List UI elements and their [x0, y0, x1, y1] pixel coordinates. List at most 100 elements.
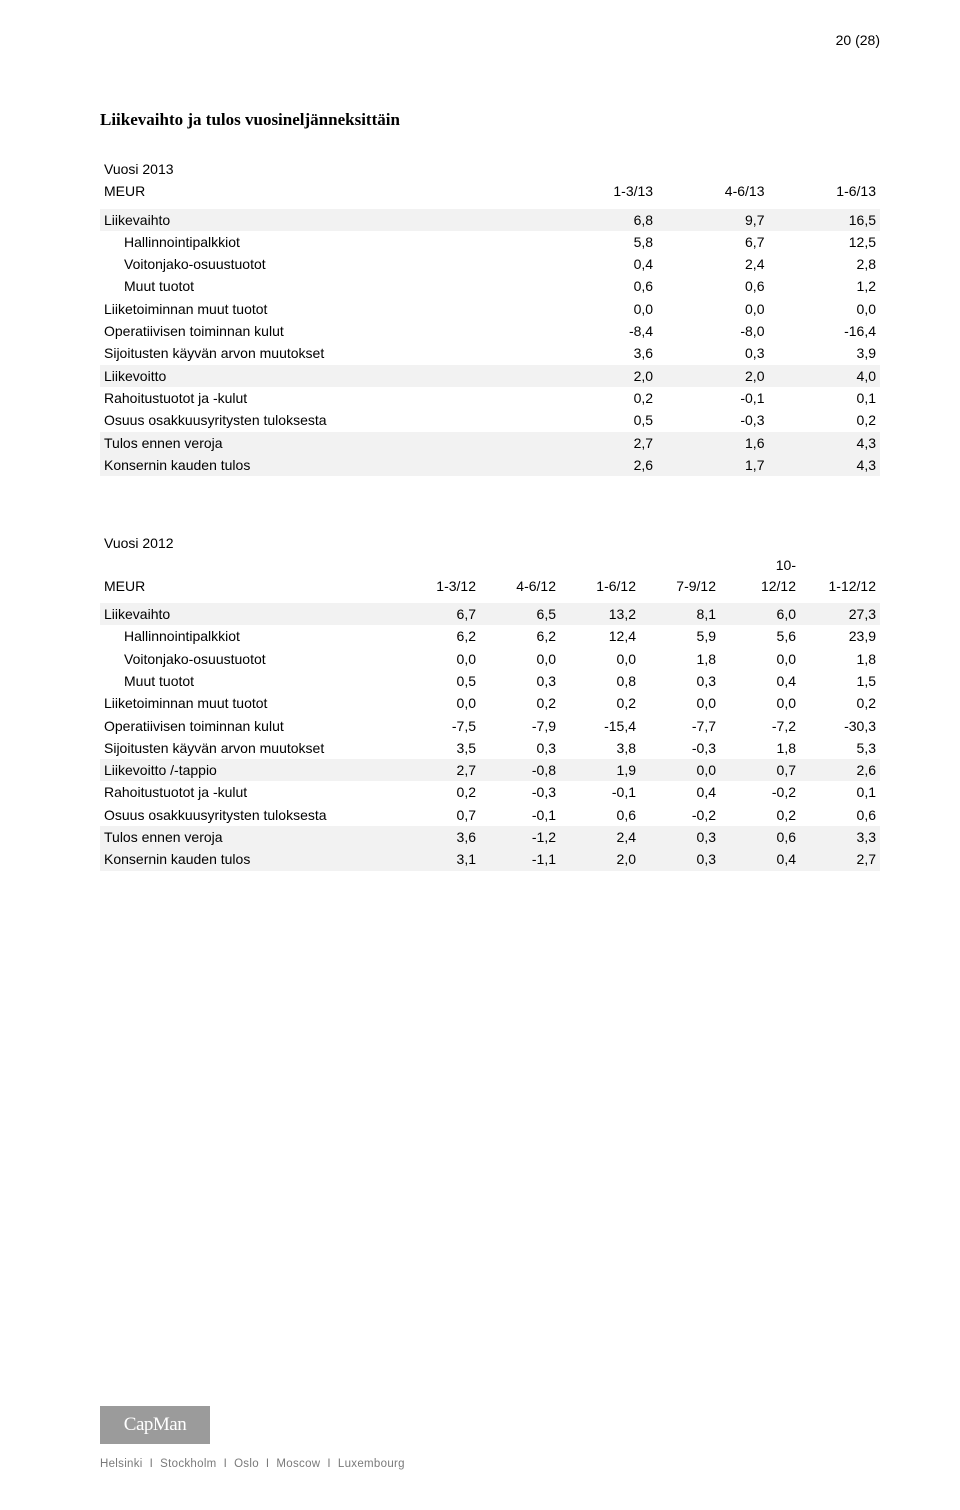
row-value: 3,3: [800, 826, 880, 848]
row-value: 3,6: [400, 826, 480, 848]
row-value: 0,6: [546, 275, 657, 297]
row-value: -7,2: [720, 715, 800, 737]
row-value: 0,4: [720, 670, 800, 692]
table-row: Rahoitustuotot ja -kulut0,2-0,3-0,10,4-0…: [100, 781, 880, 803]
row-value: 1,8: [720, 737, 800, 759]
column-header: 1-6/13: [768, 180, 880, 202]
table-row: Osuus osakkuusyritysten tuloksesta0,7 -0,…: [100, 804, 880, 826]
row-label: Osuus osakkuusyritysten tuloksesta: [100, 804, 400, 826]
row-value: 2,7: [400, 759, 480, 781]
row-value: -16,4: [768, 320, 880, 342]
meur-label: MEUR: [100, 180, 546, 202]
row-value: 0,0: [560, 648, 640, 670]
row-value: 13,2: [560, 603, 640, 625]
row-value: -15,4: [560, 715, 640, 737]
table-row: Sijoitusten käyvän arvon muutokset3,50,3…: [100, 737, 880, 759]
row-value: -0,1: [657, 387, 768, 409]
row-label: Liiketoiminnan muut tuotot: [100, 692, 400, 714]
row-label: Konsernin kauden tulos: [100, 848, 400, 870]
row-value: 0,0: [768, 298, 880, 320]
row-value: 2,0: [546, 365, 657, 387]
row-value: 1,8: [640, 648, 720, 670]
table-row: Tulos ennen veroja3,6-1,22,40,30,63,3: [100, 826, 880, 848]
row-label: Muut tuotot: [100, 670, 400, 692]
table-row: Konsernin kauden tulos3,1-1,12,00,30,42,…: [100, 848, 880, 870]
table-year-label: Vuosi 2012: [100, 532, 880, 554]
page-number: 20 (28): [836, 32, 880, 48]
row-value: 4,3: [768, 432, 880, 454]
row-value: 2,7: [546, 432, 657, 454]
row-value: -1,2: [480, 826, 560, 848]
table-row: Hallinnointipalkkiot6,26,212,45,95,623,9: [100, 625, 880, 647]
row-value: 0,4: [720, 848, 800, 870]
row-value: 0,7: [720, 759, 800, 781]
row-value: 2,4: [560, 826, 640, 848]
row-value: 0,6: [657, 275, 768, 297]
row-label: Rahoitustuotot ja -kulut: [100, 387, 546, 409]
row-value: -7,5: [400, 715, 480, 737]
row-label: Tulos ennen veroja: [100, 432, 546, 454]
row-label: Osuus osakkuusyritysten tuloksesta: [100, 409, 546, 431]
table-row: Liikevaihto6,76,513,28,16,027,3: [100, 603, 880, 625]
row-value: 0,1: [800, 781, 880, 803]
column-header: 4-6/12: [480, 554, 560, 597]
column-header: 7-9/12: [640, 554, 720, 597]
table-row: Muut tuotot0,60,61,2: [100, 275, 880, 297]
row-value: -8,0: [657, 320, 768, 342]
row-value: 6,5: [480, 603, 560, 625]
row-value: 3,1: [400, 848, 480, 870]
row-value: 0,3: [480, 670, 560, 692]
footer-city: Helsinki: [100, 1458, 143, 1470]
row-value: 0,2: [768, 409, 880, 431]
table-row: Voitonjako-osuustuotot0,42,42,8: [100, 253, 880, 275]
row-value: 0,6: [560, 804, 640, 826]
column-header: 1-6/12: [560, 554, 640, 597]
page-content: Liikevaihto ja tulos vuosineljänneksittä…: [0, 0, 960, 871]
row-value: 0,6: [720, 826, 800, 848]
row-label: Hallinnointipalkkiot: [100, 231, 546, 253]
table-row: Liikevaihto6,89,716,5: [100, 209, 880, 231]
row-value: -0,3: [480, 781, 560, 803]
column-header: 1-3/13: [546, 180, 657, 202]
page-footer: CapMan HelsinkiIStockholmIOsloIMoscowILu…: [100, 1406, 405, 1470]
row-value: 9,7: [657, 209, 768, 231]
row-value: 3,6: [546, 342, 657, 364]
table-row: Rahoitustuotot ja -kulut0,2-0,10,1: [100, 387, 880, 409]
row-label: Operatiivisen toiminnan kulut: [100, 320, 546, 342]
row-value: 0,2: [480, 692, 560, 714]
table-row: Liikevoitto2,02,04,0: [100, 365, 880, 387]
row-label: Liikevaihto: [100, 603, 400, 625]
row-value: -7,7: [640, 715, 720, 737]
table-row: Muut tuotot0,50,30,80,30,41,5: [100, 670, 880, 692]
table-row: Operatiivisen toiminnan kulut-8,4-8,0-16…: [100, 320, 880, 342]
row-value: -0,2: [720, 781, 800, 803]
row-value: 8,1: [640, 603, 720, 625]
row-value: 2,4: [657, 253, 768, 275]
row-value: 1,7: [657, 454, 768, 476]
row-value: 1,8: [800, 648, 880, 670]
column-header: 4-6/13: [657, 180, 768, 202]
row-label: Rahoitustuotot ja -kulut: [100, 781, 400, 803]
row-value: 2,0: [657, 365, 768, 387]
footer-city: Luxembourg: [338, 1458, 405, 1470]
row-value: 0,4: [640, 781, 720, 803]
footer-city: Moscow: [276, 1458, 320, 1470]
footer-cities: HelsinkiIStockholmIOsloIMoscowILuxembour…: [100, 1458, 405, 1470]
row-label: Liiketoiminnan muut tuotot: [100, 298, 546, 320]
row-value: 0,2: [800, 692, 880, 714]
row-value: 0,0: [640, 692, 720, 714]
city-separator: I: [266, 1458, 270, 1470]
row-value: 0,7: [400, 804, 480, 826]
row-label: Liikevoitto: [100, 365, 546, 387]
row-value: 27,3: [800, 603, 880, 625]
row-value: 0,3: [640, 826, 720, 848]
row-value: 1,6: [657, 432, 768, 454]
row-value: 0,5: [546, 409, 657, 431]
row-value: -0,2: [640, 804, 720, 826]
row-value: 3,5: [400, 737, 480, 759]
row-value: -0,3: [657, 409, 768, 431]
row-value: 2,0: [560, 848, 640, 870]
row-value: 4,3: [768, 454, 880, 476]
row-value: 2,7: [800, 848, 880, 870]
row-value: -30,3: [800, 715, 880, 737]
